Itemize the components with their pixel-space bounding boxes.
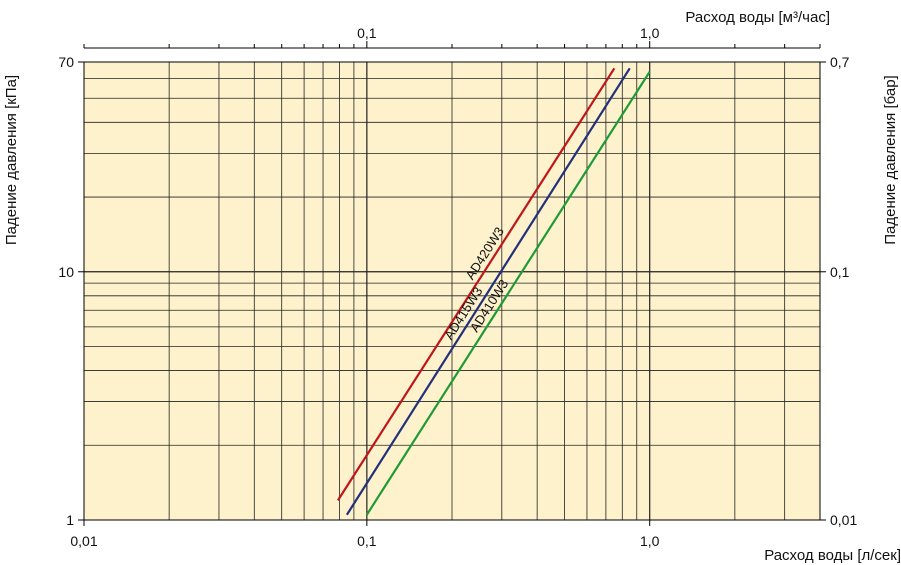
y-tick-label-left: 10: [58, 264, 74, 280]
grid-lines: [84, 62, 821, 520]
plot-frame: [83, 61, 821, 521]
y-axis-label-right: Падение давления [бар]: [882, 75, 899, 244]
x-tick-label-bottom: 1,0: [640, 533, 660, 549]
y-tick-label-right: 0,7: [830, 54, 850, 70]
y-tick-label-right: 0,01: [830, 512, 857, 528]
y-tick-label-left: 1: [66, 512, 74, 528]
axis-labels: Расход воды [л/сек] Расход воды [м³/час]…: [3, 9, 901, 564]
x-axis-label-bottom: Расход воды [л/сек]: [764, 547, 901, 564]
y-tick-label-right: 0,1: [830, 264, 850, 280]
x-axis-label-top: Расход воды [м³/час]: [685, 9, 830, 26]
series-line-ad420w3: [336, 67, 616, 501]
y-axis-label-left: Падение давления [кПа]: [3, 75, 20, 245]
x-tick-label-top: 0,1: [357, 25, 377, 41]
x-tick-label-bottom: 0,01: [70, 533, 97, 549]
x-tick-label-top: 1,0: [640, 25, 660, 41]
x-tick-label-bottom: 0,1: [357, 533, 377, 549]
series-line-ad415w3: [345, 67, 631, 516]
axes: 0,010,11,00,11,010110700,010,10,7: [58, 25, 857, 549]
series-line-ad410w3: [365, 71, 651, 516]
y-tick-label-left: 70: [58, 54, 74, 70]
